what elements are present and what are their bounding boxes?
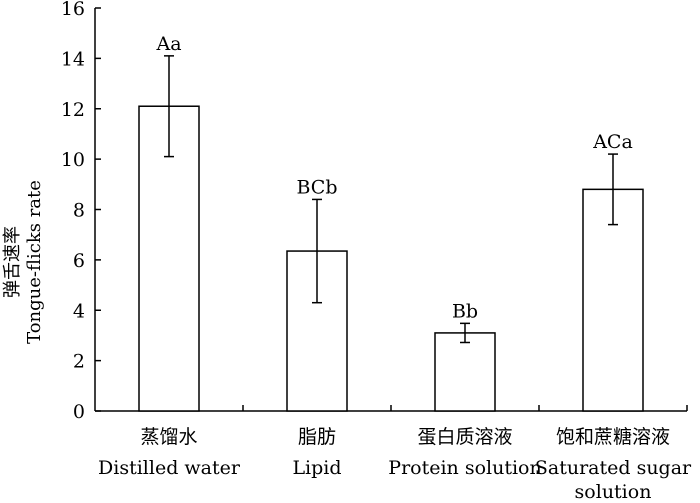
y-axis-title-en: Tongue-flicks rate <box>24 180 45 344</box>
x-tick-label-en: Distilled water <box>98 457 241 479</box>
x-tick-label-en: Protein solution <box>388 457 541 479</box>
x-tick-label-cn: 脂肪 <box>298 426 336 448</box>
y-tick-label: 12 <box>61 99 85 121</box>
y-tick-label: 8 <box>73 200 85 222</box>
y-axis-title-cn: 弹舌速率 <box>2 226 23 298</box>
y-tick-label: 16 <box>61 0 85 20</box>
bars: Aa BCb Bb ACa <box>138 33 644 412</box>
x-tick-label-cn: 饱和蔗糖溶液 <box>556 426 670 448</box>
y-tick-label: 0 <box>73 401 85 423</box>
y-tick-label: 2 <box>73 351 85 373</box>
bar <box>434 332 496 412</box>
x-tick-label-en: Saturated sugar <box>535 457 692 479</box>
y-tick-label: 14 <box>61 48 85 70</box>
significance-label: Aa <box>155 33 181 55</box>
y-axis-title: 弹舌速率 Tongue-flicks rate <box>2 180 45 344</box>
significance-label: ACa <box>592 131 633 153</box>
x-tick-label-en: Lipid <box>292 457 341 479</box>
x-tick-label-cn: 蒸馏水 <box>140 426 197 448</box>
y-tick-label: 10 <box>61 149 85 171</box>
bar <box>582 188 644 412</box>
x-tick-label-cn: 蛋白质溶液 <box>417 426 512 448</box>
significance-label: BCb <box>296 176 337 198</box>
y-tick-label: 4 <box>73 300 85 322</box>
significance-label: Bb <box>452 300 478 322</box>
bar <box>286 250 348 412</box>
y-tick-label: 6 <box>73 250 85 272</box>
x-tick-label-en: solution <box>575 481 652 503</box>
x-axis-labels: 蒸馏水 Distilled water 脂肪 Lipid 蛋白质溶液 Protein so… <box>98 426 692 503</box>
